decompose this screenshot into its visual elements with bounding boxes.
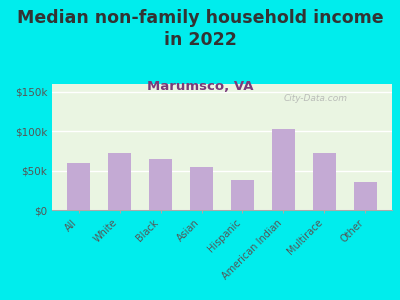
Bar — [68, 163, 90, 210]
Text: Median non-family household income
in 2022: Median non-family household income in 20… — [17, 9, 383, 49]
Text: City-Data.com: City-Data.com — [283, 94, 347, 103]
Text: Marumsco, VA: Marumsco, VA — [147, 80, 253, 92]
Bar — [272, 129, 295, 210]
Bar — [190, 167, 213, 210]
Bar — [108, 153, 131, 210]
Bar — [149, 159, 172, 210]
Bar — [313, 152, 336, 210]
Bar — [354, 182, 376, 210]
Bar — [231, 180, 254, 210]
